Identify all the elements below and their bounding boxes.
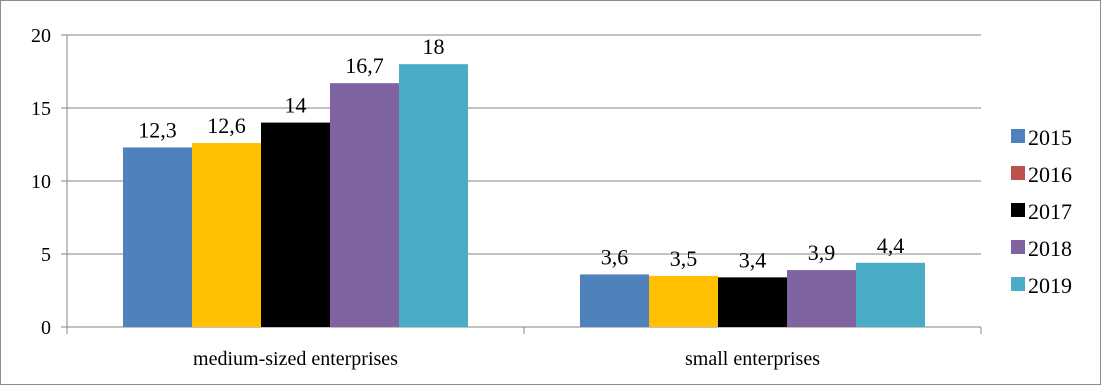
- data-labels: 12,3 12,6 14 16,7 18 3,6 3,5 3,4 3,9 4,4: [138, 34, 904, 272]
- x-category-label: medium-sized enterprises: [193, 348, 398, 370]
- legend-swatch: [1011, 240, 1025, 254]
- data-label: 14: [285, 93, 307, 118]
- data-label: 3,9: [808, 240, 836, 265]
- bars: [123, 64, 925, 328]
- legend-label: 2016: [1028, 162, 1072, 187]
- legend-swatch: [1011, 129, 1025, 143]
- data-label: 3,5: [670, 246, 698, 271]
- bar-2016: [649, 275, 718, 327]
- y-tick-label: 5: [41, 244, 51, 266]
- legend-label: 2019: [1028, 273, 1072, 298]
- x-category-label: small enterprises: [685, 348, 820, 370]
- bar-2016: [192, 143, 261, 327]
- legend-swatch: [1011, 166, 1025, 180]
- bar-2017: [718, 277, 787, 327]
- bar-2017: [261, 122, 330, 327]
- data-label: 3,6: [601, 244, 629, 269]
- legend: 2015 2016 2017 2018 2019: [1011, 125, 1072, 298]
- y-tick-label: 15: [31, 98, 51, 120]
- data-label: 12,3: [138, 117, 177, 142]
- data-label: 3,4: [739, 247, 767, 272]
- y-tick-label: 20: [31, 25, 51, 47]
- bar-2018: [330, 83, 399, 328]
- bar-2015: [123, 147, 192, 327]
- legend-swatch: [1011, 277, 1025, 291]
- legend-swatch: [1011, 203, 1025, 217]
- y-tick-label: 0: [41, 317, 51, 339]
- bar-2018: [787, 270, 856, 327]
- bar-2015: [580, 274, 649, 327]
- bar-2019: [856, 262, 925, 327]
- data-label: 12,6: [207, 113, 246, 138]
- bar-2019: [399, 64, 468, 327]
- data-label: 16,7: [345, 53, 384, 78]
- legend-label: 2018: [1028, 236, 1072, 261]
- data-label: 4,4: [877, 233, 905, 258]
- y-tick-label: 10: [31, 171, 51, 193]
- legend-label: 2015: [1028, 125, 1072, 150]
- data-label: 18: [423, 34, 445, 59]
- legend-label: 2017: [1028, 199, 1072, 224]
